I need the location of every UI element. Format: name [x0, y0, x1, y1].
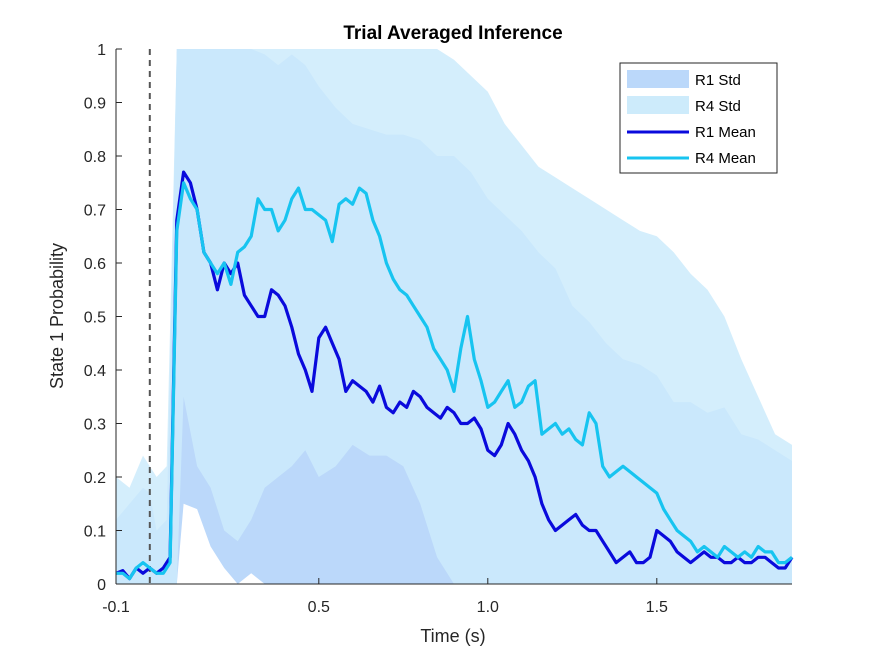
legend-label-r4-mean: R4 Mean	[695, 150, 756, 167]
x-axis-label: Time (s)	[420, 626, 485, 646]
legend-label-r1-mean: R1 Mean	[695, 124, 756, 141]
y-tick-label: 1	[97, 42, 106, 59]
y-tick-label: 0.5	[84, 310, 106, 327]
legend: R1 Std R4 Std R1 Mean R4 Mean	[619, 62, 778, 174]
r4-std-band	[116, 49, 792, 584]
x-tick-label: 0.5	[308, 599, 330, 616]
legend-swatch-r1-std	[627, 70, 689, 88]
y-tick-label: 0.8	[84, 149, 106, 166]
y-tick-label: 0.4	[84, 363, 106, 380]
y-tick-label: 0.2	[84, 470, 106, 487]
r4-mean-series	[116, 181, 793, 581]
y-tick-label: 0.9	[84, 96, 106, 113]
x-tick-label: 1.5	[646, 599, 668, 616]
y-tick-label: 0.3	[84, 417, 106, 434]
legend-label-r1-std: R1 Std	[695, 72, 741, 89]
chart-title: Trial Averaged Inference	[343, 23, 562, 44]
x-tick-label: 1.0	[477, 599, 499, 616]
plot-area	[116, 49, 792, 584]
y-axis-ticks: 0 0.1 0.2 0.3 0.4 0.5 0.6 0.7 0.8 0.9 1	[84, 42, 122, 594]
legend-swatch-r4-std	[627, 96, 689, 114]
r4-mean-line	[116, 181, 793, 581]
r1-mean-line	[115, 170, 794, 581]
y-tick-label: 0.6	[84, 256, 106, 273]
y-tick-label: 0.7	[84, 203, 106, 220]
x-tick-label: -0.1	[102, 599, 130, 616]
legend-label-r4-std: R4 Std	[695, 98, 741, 115]
r1-mean-series	[115, 170, 794, 581]
y-tick-label: 0	[97, 577, 106, 594]
x-axis-ticks: -0.1 0.5 1.0 1.5	[102, 578, 668, 616]
y-axis-label: State 1 Probability	[47, 243, 67, 389]
y-tick-label: 0.1	[84, 524, 106, 541]
